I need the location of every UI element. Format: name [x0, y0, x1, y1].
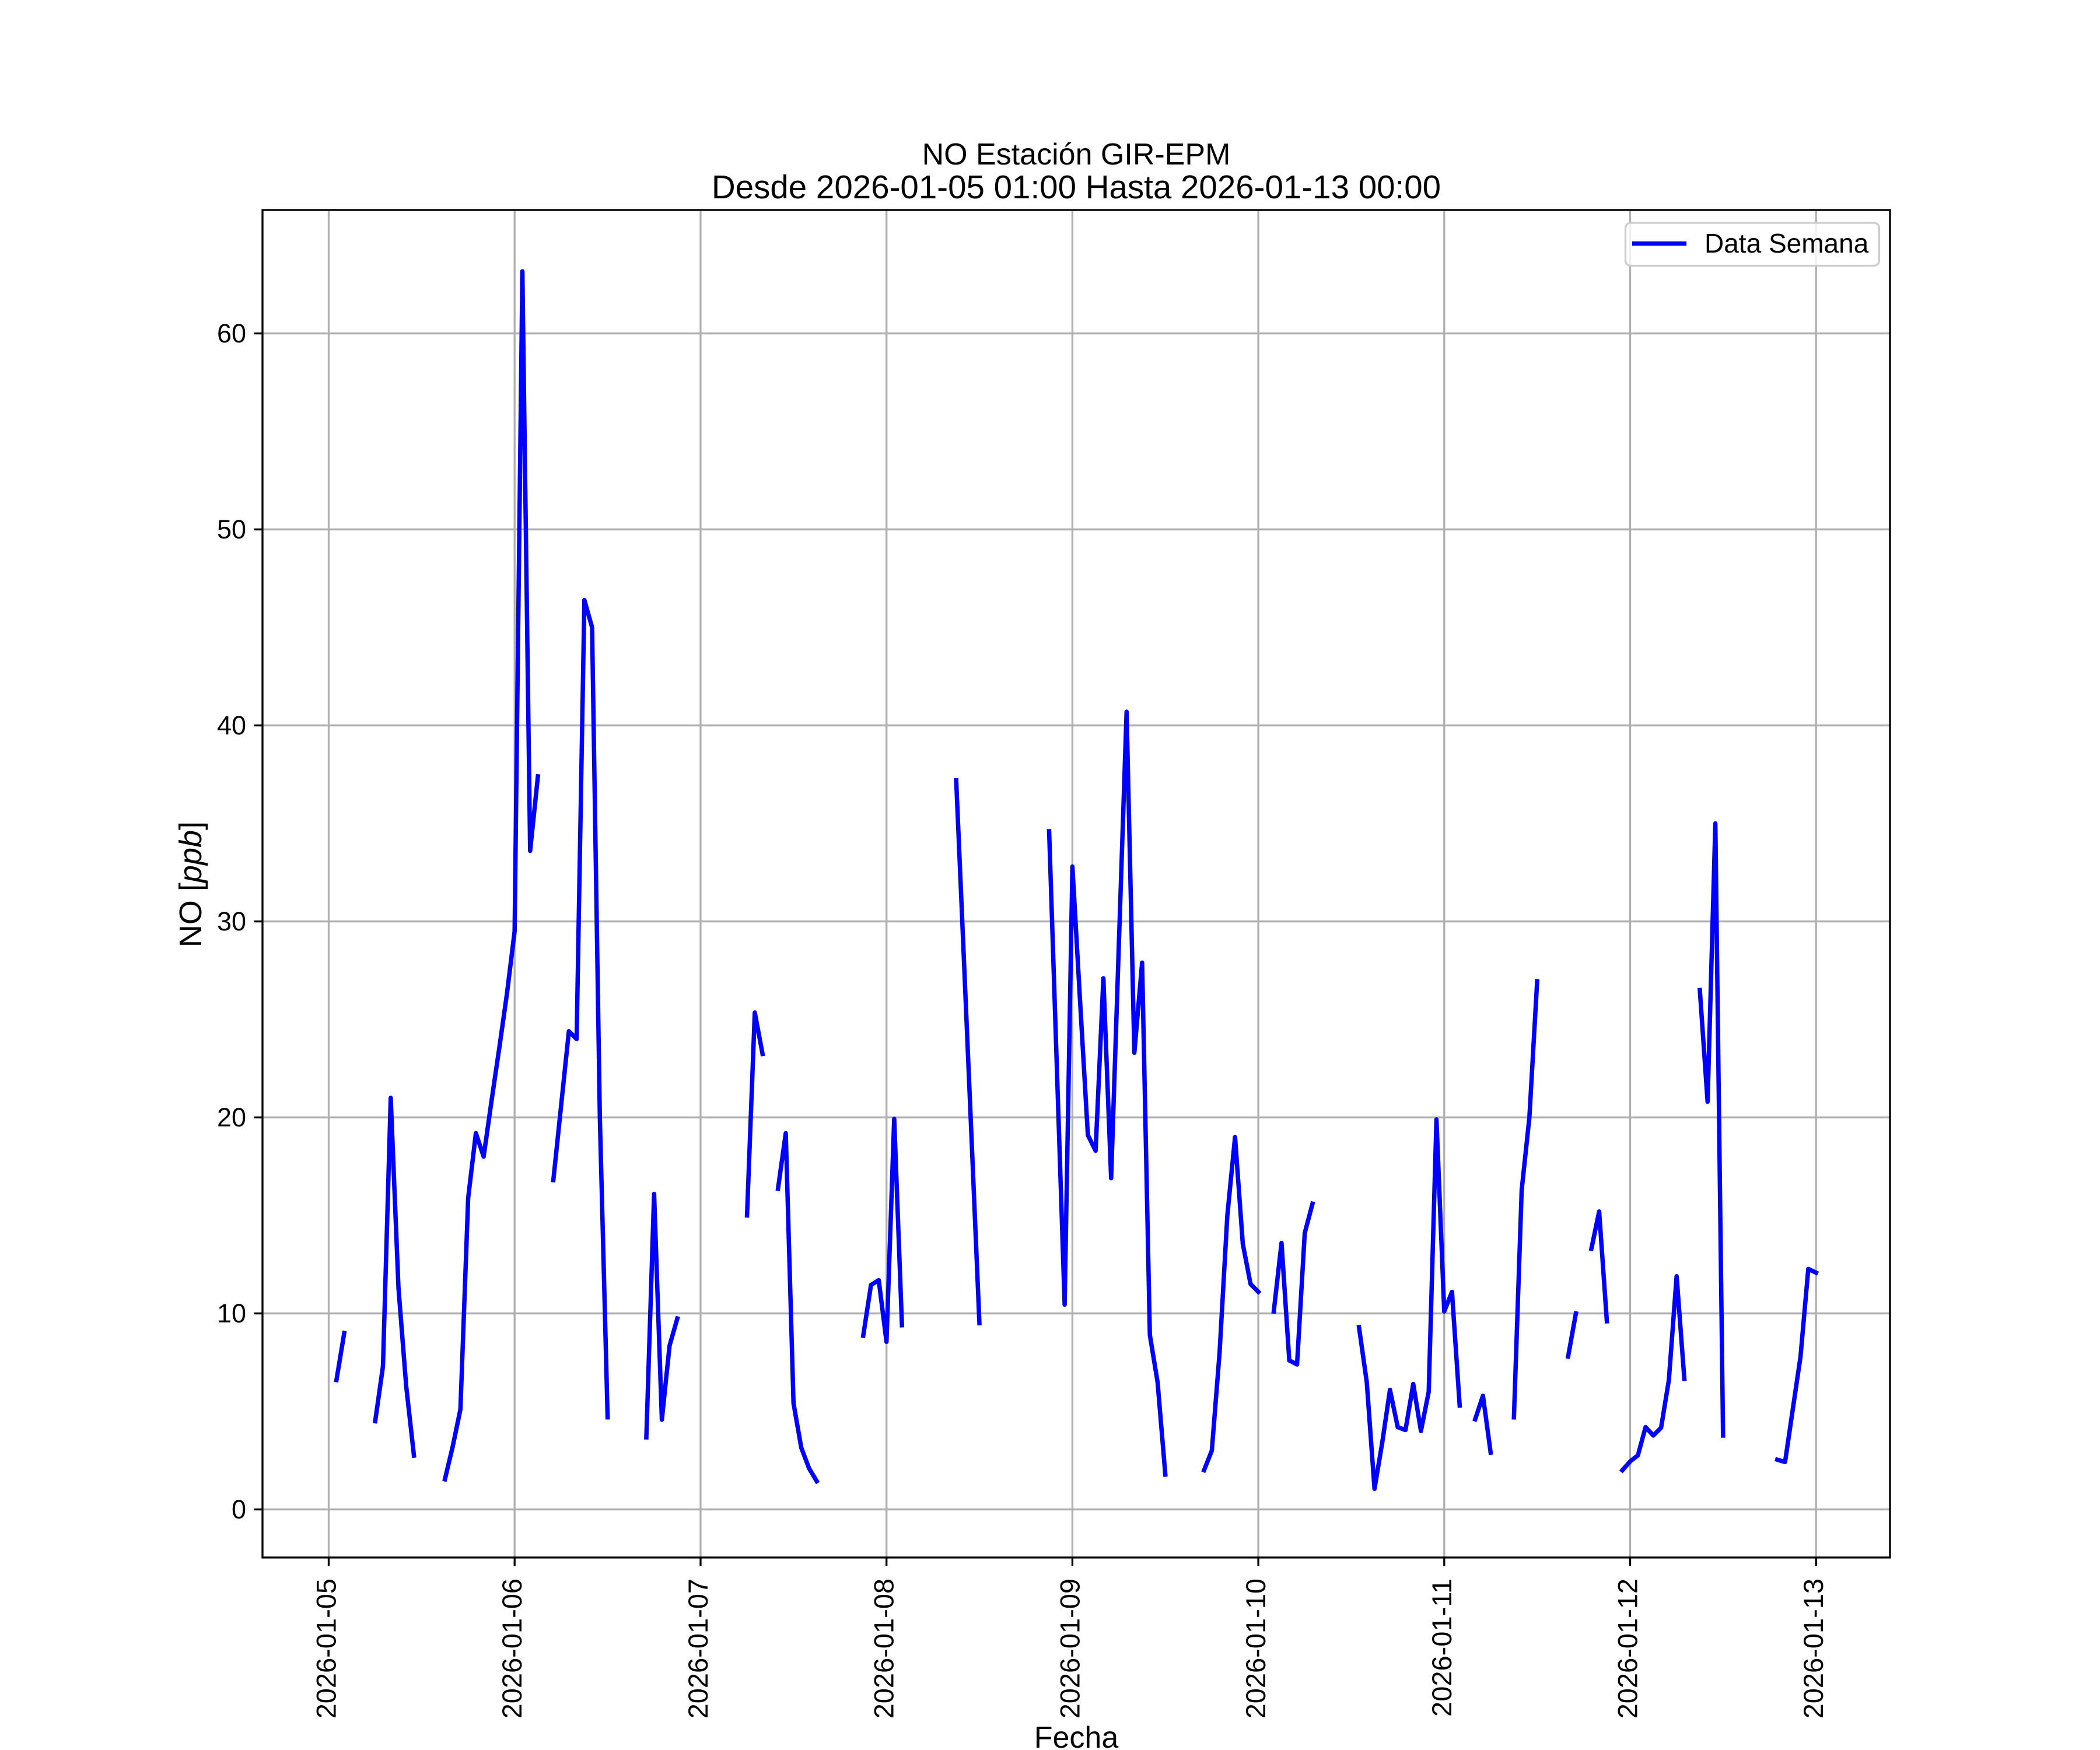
- svg-text:Data Semana: Data Semana: [1704, 228, 1869, 258]
- svg-text:2026-01-06: 2026-01-06: [496, 1578, 527, 1718]
- svg-text:0: 0: [232, 1494, 246, 1524]
- svg-text:50: 50: [217, 514, 246, 544]
- svg-text:2026-01-10: 2026-01-10: [1240, 1578, 1271, 1718]
- svg-text:2026-01-13: 2026-01-13: [1798, 1578, 1829, 1718]
- svg-text:2026-01-08: 2026-01-08: [869, 1578, 900, 1718]
- svg-text:NO [ppb]: NO [ppb]: [173, 821, 208, 947]
- svg-text:2026-01-11: 2026-01-11: [1426, 1578, 1457, 1717]
- svg-text:2026-01-09: 2026-01-09: [1054, 1578, 1085, 1718]
- svg-text:2026-01-12: 2026-01-12: [1612, 1578, 1643, 1718]
- svg-text:40: 40: [217, 710, 246, 740]
- svg-text:Desde 2026-01-05 01:00 Hasta 2: Desde 2026-01-05 01:00 Hasta 2026-01-13 …: [712, 169, 1441, 205]
- svg-text:2026-01-07: 2026-01-07: [682, 1578, 713, 1718]
- svg-text:30: 30: [217, 907, 246, 936]
- svg-text:60: 60: [217, 318, 246, 348]
- svg-text:2026-01-05: 2026-01-05: [311, 1578, 342, 1718]
- svg-text:10: 10: [217, 1298, 246, 1328]
- svg-text:NO Estación GIR-EPM: NO Estación GIR-EPM: [922, 138, 1231, 172]
- svg-text:20: 20: [217, 1102, 246, 1132]
- svg-text:Fecha: Fecha: [1034, 1721, 1119, 1750]
